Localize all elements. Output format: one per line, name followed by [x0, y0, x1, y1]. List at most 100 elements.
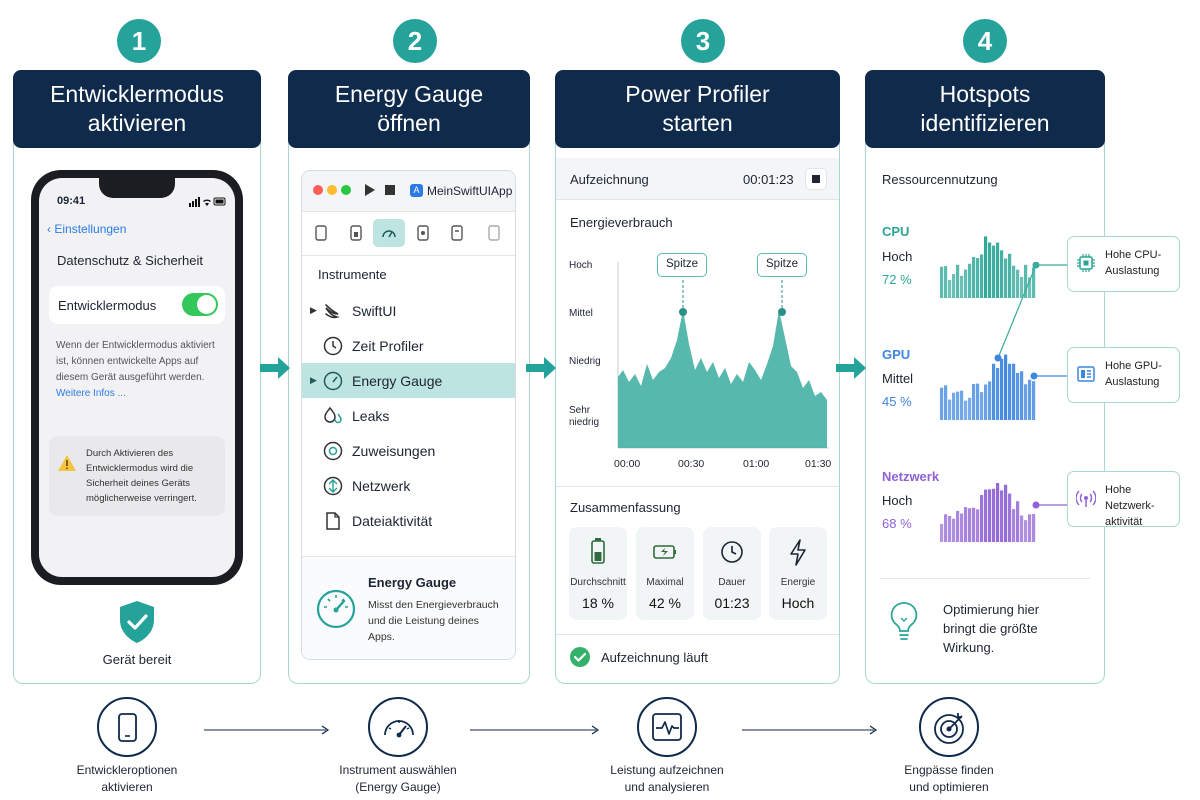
usage-bar	[980, 494, 984, 542]
toolbar-gauge-selected[interactable]	[373, 219, 405, 247]
usage-bar	[1000, 250, 1004, 298]
usage-bar	[956, 264, 960, 298]
bottom-step-4-label: Engpässe finden und optimieren	[904, 763, 994, 794]
cpu-usage-bars	[940, 236, 1036, 298]
app-name: MeinSwiftUIApp	[427, 184, 513, 198]
window-zoom-button[interactable]	[341, 185, 351, 195]
step-badge-3: 3	[681, 19, 725, 63]
recording-status: Aufzeichnung läuft	[601, 650, 708, 665]
flow-arrow-icon	[742, 725, 878, 735]
window-minimize-button[interactable]	[327, 185, 337, 195]
usage-bar	[1024, 264, 1028, 298]
gpu-icon	[1077, 366, 1095, 382]
more-info-link[interactable]: Weitere Infos ...	[56, 388, 126, 399]
arrow-right-icon	[526, 357, 556, 379]
disk-icon[interactable]	[449, 224, 465, 242]
file-icon	[326, 511, 340, 530]
window-close-button[interactable]	[313, 185, 323, 195]
cpu-chip-icon	[1077, 254, 1095, 272]
arrow-right-icon	[260, 357, 290, 379]
flow-arrow-icon	[470, 725, 600, 735]
swift-icon	[325, 303, 340, 318]
stat-maximum: Maximal 42 %	[636, 527, 694, 620]
usage-bar	[1000, 358, 1004, 420]
waveform-icon	[652, 713, 682, 741]
usage-bar	[996, 483, 1000, 542]
usage-bar	[940, 387, 944, 420]
step-badge-1: 1	[117, 19, 161, 63]
chevron-left-icon: ‹	[47, 222, 55, 236]
usage-bar	[1008, 493, 1012, 542]
gpu-alert-card: Hohe GPU- Auslastung	[1067, 347, 1180, 403]
usage-bar	[940, 266, 944, 298]
peak-label-1: Spitze	[657, 253, 707, 277]
usage-bar	[972, 384, 976, 420]
x-tick-60: 01:00	[743, 458, 770, 470]
warning-icon	[58, 455, 76, 471]
usage-bar	[976, 383, 980, 420]
instrument-item-time-profiler[interactable]: Zeit Profiler	[302, 328, 515, 363]
warning-box: Durch Aktivieren des Entwicklermodus wir…	[49, 436, 225, 516]
instrument-item-network[interactable]: Netzwerk	[302, 468, 515, 503]
disclosure-triangle-icon: ▶	[310, 375, 317, 385]
usage-bar	[980, 254, 984, 298]
recording-bar	[556, 158, 839, 200]
instruments-window: A MeinSwiftUIApp Instrumente ▶ SwiftUI Z…	[301, 170, 516, 660]
recording-label: Aufzeichnung	[570, 172, 649, 187]
usage-bar	[1020, 371, 1024, 420]
panel-title-4: Hotspots identifizieren	[865, 70, 1105, 148]
usage-bar	[948, 515, 952, 542]
energy-chart-title: Energieverbrauch	[570, 215, 673, 230]
flow-arrow-icon	[204, 725, 330, 735]
usage-bar	[1016, 501, 1020, 542]
bottom-step-4-circle	[919, 697, 979, 757]
usage-bar	[1028, 277, 1032, 298]
usage-bar	[948, 399, 952, 420]
signal-antenna-icon	[1076, 490, 1096, 507]
stat-average: Durchschnitt 18 %	[569, 527, 627, 620]
instrument-item-allocations[interactable]: Zuweisungen	[302, 433, 515, 468]
stop-recording-button[interactable]	[805, 168, 827, 190]
usage-bar	[1024, 520, 1028, 542]
memory-icon[interactable]	[415, 224, 431, 242]
usage-bar	[1032, 514, 1036, 542]
usage-bar	[1004, 354, 1008, 420]
instrument-item-file-activity[interactable]: Dateiaktivität	[302, 503, 515, 538]
x-tick-30: 00:30	[678, 458, 705, 470]
usage-bar	[948, 279, 952, 298]
usage-bar	[1028, 514, 1032, 542]
instrument-item-leaks[interactable]: Leaks	[302, 398, 515, 433]
stop-icon[interactable]	[384, 184, 396, 196]
back-link[interactable]: ‹ Einstellungen	[47, 222, 127, 236]
device-icon[interactable]	[313, 224, 329, 242]
usage-bar	[980, 392, 984, 420]
optimization-tip: Optimierung hier bringt die größte Wirkung…	[943, 602, 1040, 655]
battery-icon[interactable]	[348, 224, 364, 242]
cpu-name: CPU	[882, 224, 910, 239]
instrument-item-swiftui[interactable]: ▶ SwiftUI	[302, 293, 515, 328]
developer-mode-toggle[interactable]	[182, 293, 218, 316]
usage-bar	[988, 381, 992, 420]
activity-icon[interactable]	[486, 224, 502, 242]
bottom-step-1-circle	[97, 697, 157, 757]
play-icon[interactable]	[364, 183, 376, 197]
cpu-level: Hoch	[882, 249, 913, 264]
x-tick-0: 00:00	[614, 458, 641, 470]
usage-bar	[1016, 372, 1020, 420]
network-alert-card: Hohe Netzwerk-aktivität	[1067, 471, 1180, 528]
usage-bar	[1020, 515, 1024, 542]
iphone-mockup: 09:41 ‹ Einstellungen Datenschutz & Sich…	[31, 170, 243, 585]
usage-bar	[992, 245, 996, 298]
usage-bar	[1008, 253, 1012, 298]
allocations-icon	[323, 441, 343, 460]
usage-bar	[964, 507, 968, 542]
usage-bar	[1016, 269, 1020, 298]
instrument-item-energy-gauge[interactable]: ▶ Energy Gauge	[302, 363, 515, 398]
usage-bar	[944, 385, 948, 420]
shield-check-icon	[120, 601, 154, 643]
energy-area-chart	[617, 262, 829, 449]
usage-bar	[972, 257, 976, 298]
usage-bar	[968, 263, 972, 298]
network-usage-bars	[940, 483, 1036, 542]
bottom-step-3-circle	[637, 697, 697, 757]
